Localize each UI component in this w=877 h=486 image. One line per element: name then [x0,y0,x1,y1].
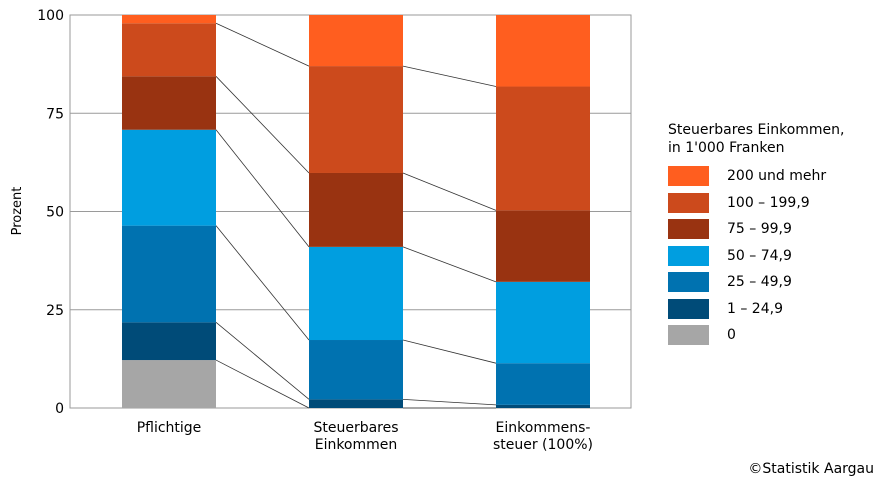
legend-label: 25 – 49,9 [727,274,792,290]
bars [122,15,590,408]
connector-line [215,76,310,174]
bar-segment [496,15,590,87]
legend-title-line: Steuerbares Einkommen, [668,122,845,138]
connector-line [402,246,497,283]
legend-item: 0 [668,325,873,345]
connector-line [215,225,310,341]
legend-label: 0 [727,327,736,343]
connector-line [215,22,310,67]
connector-line [215,322,310,400]
bar-segment [496,404,590,408]
bar-segment [309,66,403,173]
connector-lines [215,22,497,409]
bar-segment [309,246,403,341]
bar-segment [496,210,590,282]
credit: ©Statistik Aargau [748,461,874,477]
bar-segment [122,360,216,408]
connector-line [402,339,497,364]
connector-line [215,359,310,409]
y-axis-label: Prozent [10,187,25,236]
bar-segment [496,86,590,211]
bar-segment [122,76,216,130]
x-category-label-line: steuer (100%) [493,437,593,453]
legend-label: 75 – 99,9 [727,221,792,237]
legend-title: Steuerbares Einkommen, in 1'000 Franken [668,121,873,157]
legend-swatch [668,245,709,266]
x-category-label: Einkommens-steuer (100%) [493,420,593,453]
legend-item: 25 – 49,9 [668,272,873,292]
bar-segment [122,129,216,226]
y-tick-label: 100 [37,8,64,24]
y-tick-label: 75 [46,106,64,122]
legend-label: 1 – 24,9 [727,300,783,317]
bar-segment [122,15,216,24]
legend-item: 75 – 99,9 [668,219,873,239]
x-category-label-line: Pflichtige [137,420,202,436]
legend-item: 200 und mehr [668,166,873,186]
x-category-label-line: Steuerbares [313,420,398,436]
legend-label: 100 – 199,9 [727,194,810,211]
bar-segment [309,340,403,400]
legend-items: 200 und mehr 100 – 199,9 75 – 99,9 50 – 74,… [668,166,873,345]
bar-segment [309,172,403,247]
connector-line [402,65,497,87]
connector-line [402,172,497,211]
y-tick-label: 0 [55,401,64,417]
legend-swatch [668,325,709,345]
bar-segment [496,281,590,364]
bar-segment [122,225,216,323]
legend-swatch [668,166,709,186]
legend-swatch [668,192,709,213]
x-category-label-line: Einkommen [315,437,398,453]
legend-swatch [668,298,709,319]
bar-segment [122,322,216,361]
y-tick-label: 25 [46,303,64,319]
legend-item: 1 – 24,9 [668,298,873,319]
legend-swatch [668,272,709,292]
y-tick-label: 50 [46,205,64,221]
x-category-label: Steuerbares Einkommen [313,420,398,453]
legend-label: 50 – 74,9 [727,247,792,264]
x-category-label: Pflichtige [137,420,202,436]
connector-line [215,129,310,248]
bar-segment [309,399,403,408]
legend-item: 50 – 74,9 [668,245,873,266]
legend: Steuerbares Einkommen, in 1'000 Franken 2… [668,121,873,352]
x-category-label-line: Einkommens- [496,420,591,436]
legend-swatch [668,219,709,239]
legend-title-line: in 1'000 Franken [668,140,785,156]
bar-segment [309,15,403,67]
legend-item: 100 – 199,9 [668,192,873,213]
bar-segment [122,23,216,77]
legend-label: 200 und mehr [727,168,827,184]
bar-segment [496,363,590,405]
connector-line [402,398,497,406]
